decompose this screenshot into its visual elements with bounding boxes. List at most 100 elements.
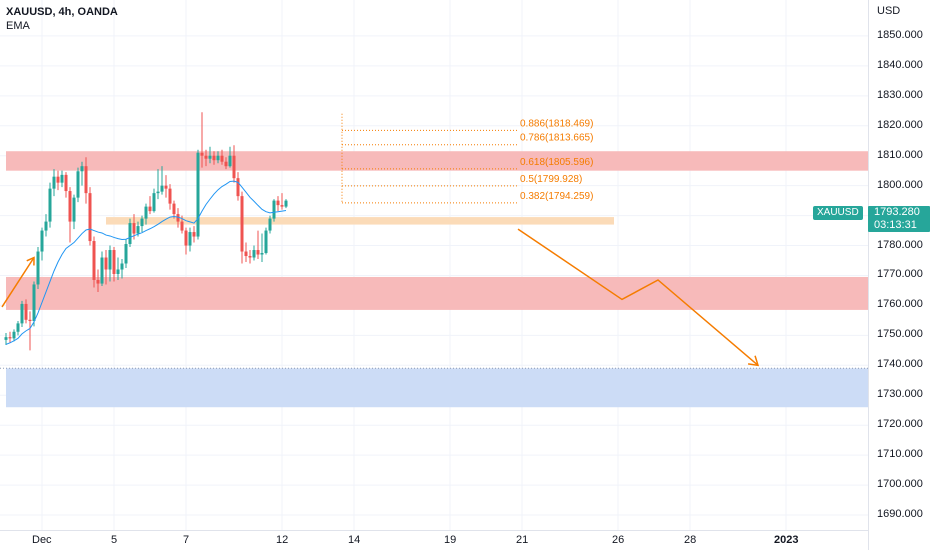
price-tick-label: 1780.000 xyxy=(877,238,923,251)
price-tick-label: 1840.000 xyxy=(877,58,923,71)
candle-body xyxy=(16,323,20,332)
candle-body xyxy=(152,193,156,212)
price-tick-label: 1850.000 xyxy=(877,28,923,41)
candle-body xyxy=(76,171,80,198)
candle-body xyxy=(200,152,204,156)
fib-level-label: 0.618(1805.596) xyxy=(520,157,593,168)
time-tick-label: 14 xyxy=(348,534,361,546)
time-tick-label: 5 xyxy=(111,534,118,546)
candle-body xyxy=(60,174,64,183)
candle-body xyxy=(272,200,276,219)
candle-body xyxy=(40,230,44,252)
price-axis[interactable]: USD 1850.000 1840.000 1830.000 1820.000 1810… xyxy=(868,0,932,550)
candle-body xyxy=(28,319,32,321)
resistance-zone xyxy=(6,151,868,171)
candle-body xyxy=(80,166,84,172)
symbol-price-tag: XAUUSD xyxy=(813,206,863,220)
time-tick-label: 28 xyxy=(684,534,697,546)
time-tick-label: 26 xyxy=(612,534,625,546)
time-tick-label: 2023 xyxy=(774,534,799,546)
candle-body xyxy=(108,250,112,270)
chart-header: XAUUSD, 4h, OANDA EMA xyxy=(6,5,118,33)
bar-countdown: 03:13:31 xyxy=(874,219,917,231)
candle-body xyxy=(56,176,60,183)
candle-body xyxy=(232,155,236,179)
ema-line xyxy=(5,180,287,345)
candle-body xyxy=(260,253,264,255)
candle-body xyxy=(196,152,200,237)
up-arrow xyxy=(1,257,35,308)
time-tick-label: Dec xyxy=(32,534,52,546)
candle-body xyxy=(156,191,160,194)
currency-label: USD xyxy=(877,5,901,17)
candle-body xyxy=(4,337,8,340)
candle-body xyxy=(208,155,212,159)
candle-body xyxy=(136,226,140,234)
candle-body xyxy=(192,232,196,237)
candle-body xyxy=(204,155,208,159)
candle-body xyxy=(244,251,248,257)
candle-body xyxy=(132,223,136,234)
candle-body xyxy=(212,155,216,161)
last-price-tag: 1793.280 03:13:31 xyxy=(868,206,930,232)
candle-body xyxy=(168,188,172,204)
candle-body xyxy=(112,250,116,274)
candle-body xyxy=(276,200,280,206)
price-tick-label: 1800.000 xyxy=(877,178,923,191)
candle-body xyxy=(88,193,92,242)
candle-body xyxy=(12,331,16,339)
price-chart[interactable]: 0.886(1818.469) 0.786(1813.665) 0.618(1805… xyxy=(0,0,868,530)
price-tick-label: 1710.000 xyxy=(877,448,923,461)
candle-body xyxy=(128,223,132,245)
candle-body xyxy=(100,257,104,284)
candle-body xyxy=(96,279,100,284)
candle-body xyxy=(224,161,228,167)
indicator-label[interactable]: EMA xyxy=(6,20,30,32)
last-price-value: 1793.280 xyxy=(874,206,920,218)
price-tick-label: 1820.000 xyxy=(877,118,923,131)
price-tick-label: 1770.000 xyxy=(877,268,923,281)
candle-body xyxy=(144,206,148,219)
projection-path xyxy=(517,228,759,366)
candle-body xyxy=(8,337,12,339)
candle-body xyxy=(216,155,220,161)
candle-body xyxy=(176,214,180,222)
candle-body xyxy=(72,197,76,222)
candle-body xyxy=(252,250,256,258)
candle-body xyxy=(240,196,244,252)
time-axis[interactable]: Dec 5 7 12 14 19 21 26 28 2023 xyxy=(0,530,868,551)
fib-level-label: 0.886(1818.469) xyxy=(520,118,593,129)
candle-body xyxy=(248,256,252,258)
projection-arrowhead xyxy=(747,355,760,367)
price-tick-label: 1720.000 xyxy=(877,418,923,431)
candle-body xyxy=(92,241,96,280)
candle-body xyxy=(228,155,232,167)
candle-body xyxy=(188,232,192,246)
candle-body xyxy=(256,250,260,255)
price-tick-label: 1830.000 xyxy=(877,88,923,101)
candle-body xyxy=(180,221,184,231)
candle-body xyxy=(280,205,284,207)
price-tick-label: 1810.000 xyxy=(877,148,923,161)
candle-body xyxy=(160,185,164,192)
support-zone xyxy=(6,368,868,408)
candle-body xyxy=(68,191,72,222)
candle-body xyxy=(124,244,128,264)
candle-body xyxy=(24,303,28,320)
candle-body xyxy=(116,269,120,274)
candle-body xyxy=(44,221,48,231)
demand-zone xyxy=(6,276,868,310)
time-tick-label: 7 xyxy=(183,534,190,546)
up-arrowhead xyxy=(26,256,35,266)
chart-area[interactable]: 0.886(1818.469) 0.786(1813.665) 0.618(1805… xyxy=(0,0,868,530)
candle-body xyxy=(184,230,188,246)
candle-body xyxy=(120,263,124,270)
fib-level-label: 0.786(1813.665) xyxy=(520,133,593,144)
candle-body xyxy=(84,166,88,194)
fib-level-label: 0.382(1794.259) xyxy=(520,191,593,202)
time-tick-label: 21 xyxy=(516,534,529,546)
price-tick-label: 1690.000 xyxy=(877,508,923,521)
candle-body xyxy=(284,200,288,207)
candle-body xyxy=(64,174,68,192)
symbol-title[interactable]: XAUUSD, 4h, OANDA xyxy=(6,6,118,18)
